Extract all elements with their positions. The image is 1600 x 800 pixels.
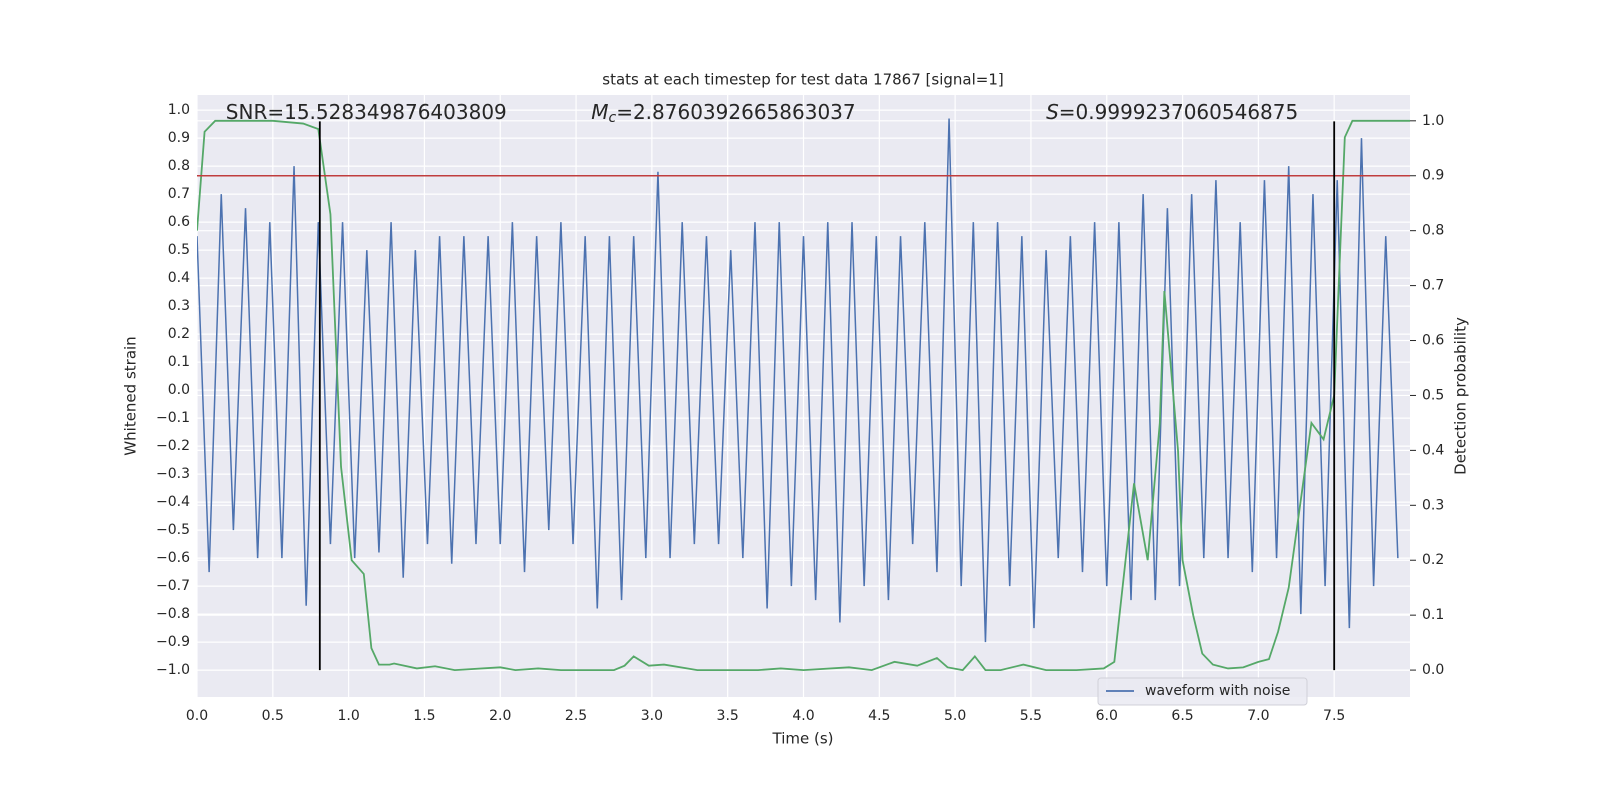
y2-tick-label: 0.4 [1422,442,1444,458]
x-tick-label: 5.0 [944,708,966,724]
x-tick-label: 2.0 [489,708,511,724]
annotation: S=0.9999237060546875 [1046,99,1298,123]
annotation-subscript: c [608,110,616,126]
x-tick-label: 7.0 [1247,708,1269,724]
y-tick-label: 0.7 [168,186,190,202]
y-tick-label: 0.6 [168,214,190,230]
y-tick-label: −0.4 [156,494,190,510]
x-tick-label: 4.0 [792,708,814,724]
grid [196,95,1410,697]
y-tick-label: 1.0 [168,102,190,118]
legend-box [1097,677,1308,706]
x-tick-label: 5.5 [1020,708,1042,724]
x-tick-label: 0.0 [186,708,208,724]
y-tick-label: −0.6 [156,550,190,566]
y2-tick-label: 0.3 [1422,497,1444,513]
y2-axis-label: Detection probability [1452,317,1470,475]
x-tick-label: 3.0 [641,708,663,724]
x-tick-label: 0.5 [262,708,284,724]
y-tick-label: −0.9 [156,634,190,650]
y-tick-label: −0.1 [156,410,190,426]
legend-label: waveform with noise [1145,683,1290,699]
annotation-text: =2.8760392665863037 [616,99,855,123]
y-tick-label: 0.0 [168,382,190,398]
y-tick-label: 0.4 [168,270,190,286]
y-tick-label: 0.5 [168,242,190,258]
x-tick-label: 2.5 [565,708,587,724]
y-tick-label: 0.1 [168,354,190,370]
annotation-text: SNR=15.528349876403809 [226,99,507,123]
y-tick-label: 0.2 [168,326,190,342]
y-tick-label: −0.3 [156,466,190,482]
probability-line [197,119,1410,672]
labels: 0.0 0.5 1.0 1.5 2.0 2.5 3.0 3.5 4.0 4.5 5.0 5.5 6.0 6… [156,99,1444,724]
x-tick-label: 3.5 [717,708,739,724]
y2-tick-label: 0.6 [1422,333,1444,349]
waveform-line [197,118,1399,643]
y-tick-label: −0.5 [156,522,190,538]
x-tick-label: 1.0 [337,708,359,724]
y-tick-label: −1.0 [156,662,190,678]
x-tick-label: 7.5 [1323,708,1345,724]
annotation: SNR=15.528349876403809 [226,99,507,123]
y2-tick-label: 0.9 [1422,168,1444,184]
marks [197,118,1410,672]
y-tick-label: 0.8 [168,158,190,174]
x-tick-label: 4.5 [868,708,890,724]
x-tick-label: 6.0 [1096,708,1118,724]
annotation-symbol: M [591,99,608,123]
y2-tick-label: 0.2 [1422,552,1444,568]
annotation: Mc=2.8760392665863037 [591,99,855,126]
chart-title: stats at each timestep for test data 178… [602,71,1003,89]
y-tick-label: −0.2 [156,438,190,454]
y-tick-label: 0.9 [168,130,190,146]
y-tick-label: −0.7 [156,578,190,594]
y2-tick-label: 0.5 [1422,387,1444,403]
y2-tick-label: 0.7 [1422,278,1444,294]
y-tick-label: −0.8 [156,606,190,622]
y2-tick-label: 1.0 [1422,113,1444,129]
x-tick-label: 1.5 [413,708,435,724]
x-axis-label: Time (s) [772,730,834,748]
y-axis-label: Whitened strain [122,336,140,455]
y2-tick-label: 0.0 [1422,662,1444,678]
annotation-text: =0.9999237060546875 [1059,99,1298,123]
y2-tick-label: 0.1 [1422,607,1444,623]
y2-tick-label: 0.8 [1422,223,1444,239]
x-tick-label: 6.5 [1171,708,1193,724]
annotation-symbol: S [1046,99,1059,123]
y-tick-label: 0.3 [168,298,190,314]
